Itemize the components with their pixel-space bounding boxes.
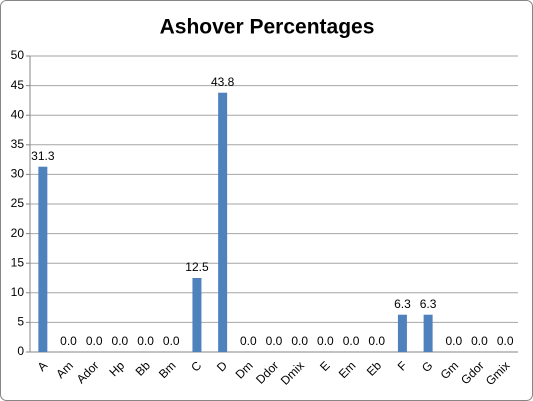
data-label: 0.0: [266, 334, 283, 348]
y-tick-label: 20: [11, 226, 25, 240]
data-label: 0.0: [343, 334, 360, 348]
data-label: 0.0: [317, 334, 334, 348]
data-label: 0.0: [445, 334, 462, 348]
bar: [38, 166, 48, 352]
y-tick-label: 45: [11, 78, 25, 92]
data-label: 6.3: [420, 297, 437, 311]
data-label: 31.3: [31, 149, 55, 163]
y-tick-label: 10: [11, 285, 25, 299]
y-tick-label: 50: [11, 48, 25, 62]
data-label: 43.8: [211, 75, 235, 89]
y-tick-label: 15: [11, 255, 25, 269]
y-tick-label: 35: [11, 137, 25, 151]
y-tick-label: 40: [11, 107, 25, 121]
data-label: 0.0: [471, 334, 488, 348]
data-label: 0.0: [86, 334, 103, 348]
bar: [423, 314, 433, 352]
bar: [192, 278, 202, 352]
data-label: 0.0: [291, 334, 308, 348]
data-label: 0.0: [163, 334, 180, 348]
y-tick-label: 30: [11, 167, 25, 181]
y-tick-label: 5: [17, 315, 24, 329]
data-label: 0.0: [497, 334, 514, 348]
data-label: 0.0: [240, 334, 257, 348]
data-label: 0.0: [112, 334, 129, 348]
data-label: 12.5: [185, 260, 209, 274]
bar: [218, 92, 228, 352]
data-label: 0.0: [368, 334, 385, 348]
data-label: 6.3: [394, 297, 411, 311]
data-label: 0.0: [137, 334, 154, 348]
chart-title: Ashover Percentages: [160, 16, 375, 39]
y-tick-label: 0: [17, 344, 24, 358]
data-label: 0.0: [60, 334, 77, 348]
bar: [397, 314, 407, 352]
y-tick-label: 25: [11, 196, 25, 210]
